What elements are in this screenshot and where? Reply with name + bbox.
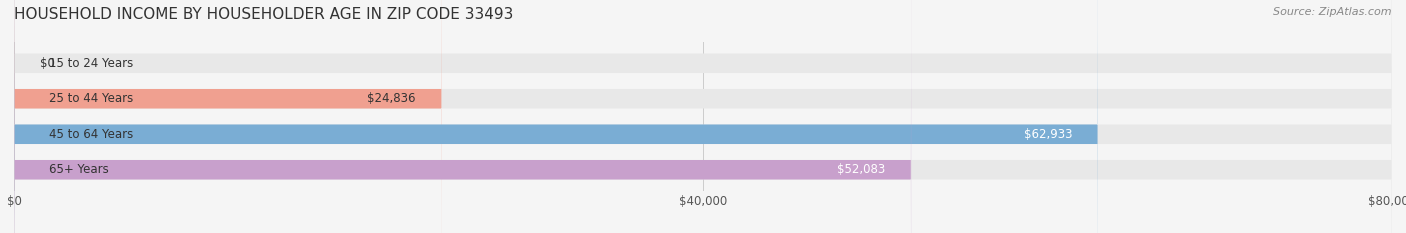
FancyBboxPatch shape [14, 0, 1392, 233]
Text: $24,836: $24,836 [367, 92, 416, 105]
Text: 25 to 44 Years: 25 to 44 Years [48, 92, 132, 105]
Text: Source: ZipAtlas.com: Source: ZipAtlas.com [1274, 7, 1392, 17]
FancyBboxPatch shape [14, 0, 1392, 233]
FancyBboxPatch shape [14, 0, 441, 233]
FancyBboxPatch shape [14, 0, 1098, 233]
FancyBboxPatch shape [14, 0, 911, 233]
Text: $0: $0 [39, 57, 55, 70]
Text: $62,933: $62,933 [1024, 128, 1073, 141]
Text: 45 to 64 Years: 45 to 64 Years [48, 128, 132, 141]
Text: 65+ Years: 65+ Years [48, 163, 108, 176]
FancyBboxPatch shape [14, 0, 1392, 233]
FancyBboxPatch shape [14, 0, 1392, 233]
Text: HOUSEHOLD INCOME BY HOUSEHOLDER AGE IN ZIP CODE 33493: HOUSEHOLD INCOME BY HOUSEHOLDER AGE IN Z… [14, 7, 513, 22]
Text: 15 to 24 Years: 15 to 24 Years [48, 57, 132, 70]
Text: $52,083: $52,083 [837, 163, 886, 176]
